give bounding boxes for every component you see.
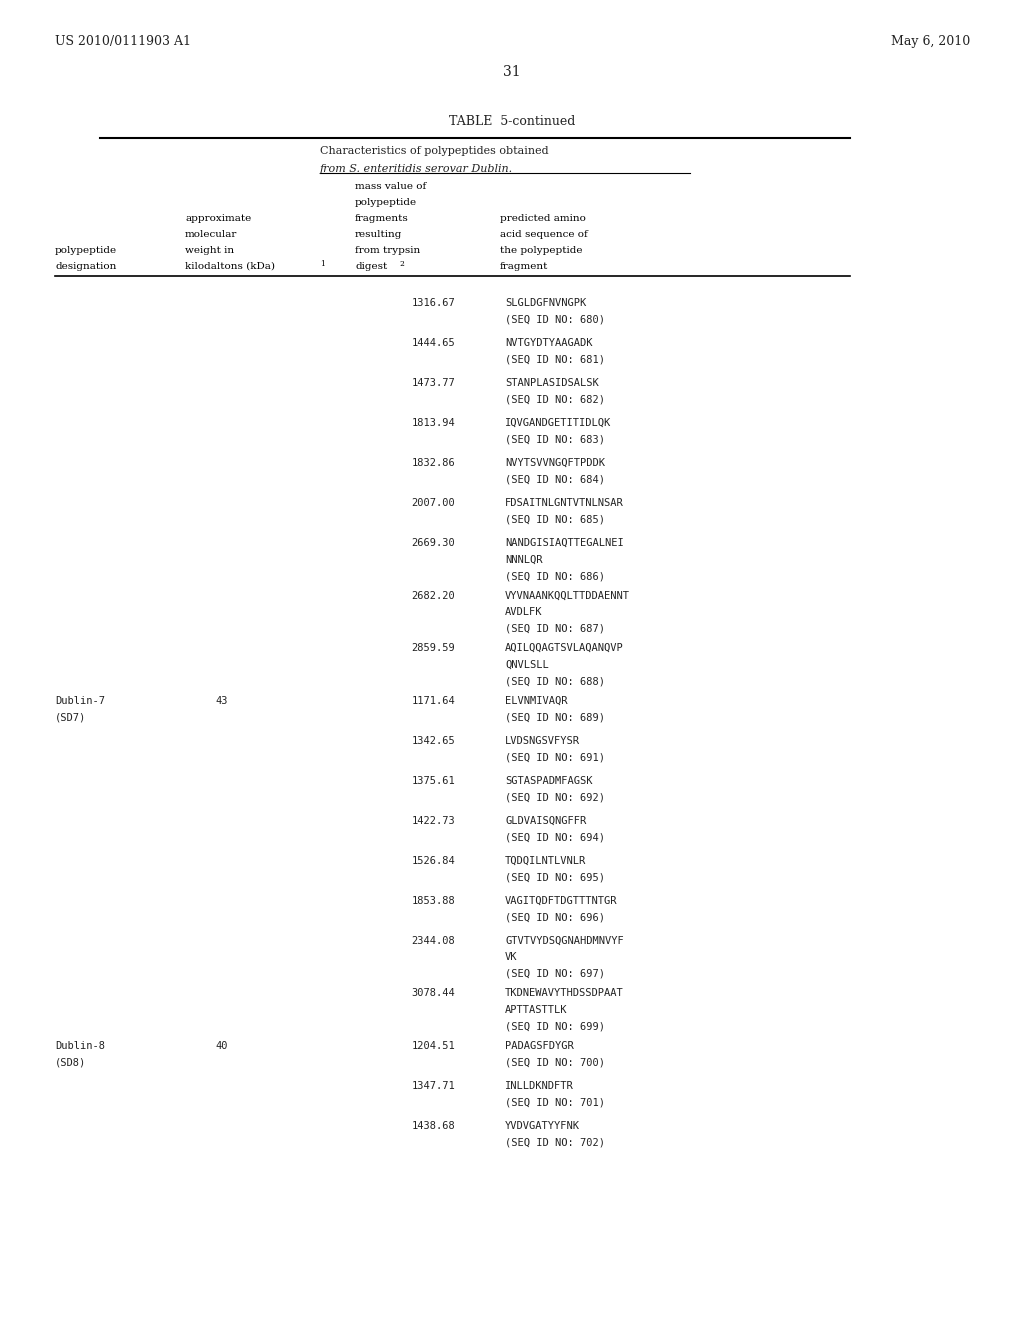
Text: NNNLQR: NNNLQR — [505, 554, 543, 565]
Text: (SEQ ID NO: 697): (SEQ ID NO: 697) — [505, 969, 605, 978]
Text: 1813.94: 1813.94 — [412, 418, 455, 428]
Text: IQVGANDGETITIDLQK: IQVGANDGETITIDLQK — [505, 418, 611, 428]
Text: 1316.67: 1316.67 — [412, 298, 455, 308]
Text: STANPLASIDSALSK: STANPLASIDSALSK — [505, 378, 599, 388]
Text: 1853.88: 1853.88 — [412, 895, 455, 906]
Text: AQILQQAGTSVLAQANQVP: AQILQQAGTSVLAQANQVP — [505, 643, 624, 653]
Text: NVYTSVVNGQFTPDDK: NVYTSVVNGQFTPDDK — [505, 458, 605, 469]
Text: GLDVAISQNGFFR: GLDVAISQNGFFR — [505, 816, 587, 825]
Text: (SEQ ID NO: 694): (SEQ ID NO: 694) — [505, 832, 605, 842]
Text: Characteristics of polypeptides obtained: Characteristics of polypeptides obtained — [319, 147, 549, 156]
Text: 2: 2 — [399, 260, 403, 268]
Text: polypeptide: polypeptide — [355, 198, 417, 207]
Text: 1171.64: 1171.64 — [412, 696, 455, 705]
Text: 1473.77: 1473.77 — [412, 378, 455, 388]
Text: (SD8): (SD8) — [55, 1057, 86, 1067]
Text: 3078.44: 3078.44 — [412, 987, 455, 998]
Text: kilodaltons (kDa): kilodaltons (kDa) — [185, 261, 275, 271]
Text: (SEQ ID NO: 691): (SEQ ID NO: 691) — [505, 752, 605, 762]
Text: 1: 1 — [319, 260, 325, 268]
Text: VAGITQDFTDGTTTNTGR: VAGITQDFTDGTTTNTGR — [505, 895, 617, 906]
Text: 1438.68: 1438.68 — [412, 1121, 455, 1130]
Text: (SEQ ID NO: 702): (SEQ ID NO: 702) — [505, 1137, 605, 1147]
Text: AVDLFK: AVDLFK — [505, 607, 543, 616]
Text: FDSAITNLGNTVTNLNSAR: FDSAITNLGNTVTNLNSAR — [505, 498, 624, 508]
Text: GTVTVYDSQGNAHDMNVYF: GTVTVYDSQGNAHDMNVYF — [505, 936, 624, 945]
Text: 1832.86: 1832.86 — [412, 458, 455, 469]
Text: the polypeptide: the polypeptide — [500, 246, 583, 255]
Text: (SEQ ID NO: 684): (SEQ ID NO: 684) — [505, 474, 605, 484]
Text: PADAGSFDYGR: PADAGSFDYGR — [505, 1040, 573, 1051]
Text: digest: digest — [355, 261, 387, 271]
Text: (SEQ ID NO: 701): (SEQ ID NO: 701) — [505, 1097, 605, 1107]
Text: US 2010/0111903 A1: US 2010/0111903 A1 — [55, 36, 191, 48]
Text: fragments: fragments — [355, 214, 409, 223]
Text: polypeptide: polypeptide — [55, 246, 117, 255]
Text: APTTASTTLK: APTTASTTLK — [505, 1005, 567, 1015]
Text: TKDNEWAVYTHDSSDPAAT: TKDNEWAVYTHDSSDPAAT — [505, 987, 624, 998]
Text: (SEQ ID NO: 689): (SEQ ID NO: 689) — [505, 711, 605, 722]
Text: 40: 40 — [215, 1040, 227, 1051]
Text: 1526.84: 1526.84 — [412, 855, 455, 866]
Text: 43: 43 — [215, 696, 227, 705]
Text: 2007.00: 2007.00 — [412, 498, 455, 508]
Text: YVDVGATYYFNK: YVDVGATYYFNK — [505, 1121, 580, 1130]
Text: (SEQ ID NO: 695): (SEQ ID NO: 695) — [505, 873, 605, 882]
Text: TABLE  5-continued: TABLE 5-continued — [449, 115, 575, 128]
Text: weight in: weight in — [185, 246, 234, 255]
Text: 1444.65: 1444.65 — [412, 338, 455, 348]
Text: NANDGISIAQTTEGALNEI: NANDGISIAQTTEGALNEI — [505, 539, 624, 548]
Text: QNVLSLL: QNVLSLL — [505, 660, 549, 669]
Text: 1347.71: 1347.71 — [412, 1081, 455, 1090]
Text: 31: 31 — [503, 65, 521, 79]
Text: TQDQILNTLVNLR: TQDQILNTLVNLR — [505, 855, 587, 866]
Text: fragment: fragment — [500, 261, 549, 271]
Text: VYVNAANKQQLTTDDAENNT: VYVNAANKQQLTTDDAENNT — [505, 590, 630, 601]
Text: 1422.73: 1422.73 — [412, 816, 455, 825]
Text: (SEQ ID NO: 692): (SEQ ID NO: 692) — [505, 792, 605, 803]
Text: 2344.08: 2344.08 — [412, 936, 455, 945]
Text: 2682.20: 2682.20 — [412, 590, 455, 601]
Text: Dublin-7: Dublin-7 — [55, 696, 105, 705]
Text: mass value of: mass value of — [355, 182, 426, 191]
Text: LVDSNGSVFYSR: LVDSNGSVFYSR — [505, 735, 580, 746]
Text: ELVNMIVAQR: ELVNMIVAQR — [505, 696, 567, 705]
Text: (SEQ ID NO: 696): (SEQ ID NO: 696) — [505, 912, 605, 921]
Text: from S. enteritidis serovar Dublin.: from S. enteritidis serovar Dublin. — [319, 164, 513, 174]
Text: designation: designation — [55, 261, 117, 271]
Text: 2669.30: 2669.30 — [412, 539, 455, 548]
Text: INLLDKNDFTR: INLLDKNDFTR — [505, 1081, 573, 1090]
Text: 1204.51: 1204.51 — [412, 1040, 455, 1051]
Text: (SEQ ID NO: 687): (SEQ ID NO: 687) — [505, 623, 605, 634]
Text: (SEQ ID NO: 682): (SEQ ID NO: 682) — [505, 395, 605, 404]
Text: SGTASPADMFAGSK: SGTASPADMFAGSK — [505, 776, 593, 785]
Text: 2859.59: 2859.59 — [412, 643, 455, 653]
Text: VK: VK — [505, 952, 517, 962]
Text: (SEQ ID NO: 700): (SEQ ID NO: 700) — [505, 1057, 605, 1067]
Text: acid sequence of: acid sequence of — [500, 230, 588, 239]
Text: (SEQ ID NO: 680): (SEQ ID NO: 680) — [505, 314, 605, 325]
Text: (SD7): (SD7) — [55, 711, 86, 722]
Text: approximate: approximate — [185, 214, 251, 223]
Text: predicted amino: predicted amino — [500, 214, 586, 223]
Text: SLGLDGFNVNGPK: SLGLDGFNVNGPK — [505, 298, 587, 308]
Text: (SEQ ID NO: 699): (SEQ ID NO: 699) — [505, 1020, 605, 1031]
Text: resulting: resulting — [355, 230, 402, 239]
Text: from trypsin: from trypsin — [355, 246, 420, 255]
Text: Dublin-8: Dublin-8 — [55, 1040, 105, 1051]
Text: (SEQ ID NO: 683): (SEQ ID NO: 683) — [505, 434, 605, 445]
Text: molecular: molecular — [185, 230, 238, 239]
Text: (SEQ ID NO: 686): (SEQ ID NO: 686) — [505, 572, 605, 581]
Text: 1342.65: 1342.65 — [412, 735, 455, 746]
Text: 1375.61: 1375.61 — [412, 776, 455, 785]
Text: May 6, 2010: May 6, 2010 — [891, 36, 970, 48]
Text: (SEQ ID NO: 681): (SEQ ID NO: 681) — [505, 355, 605, 364]
Text: NVTGYDTYAAGADK: NVTGYDTYAAGADK — [505, 338, 593, 348]
Text: (SEQ ID NO: 685): (SEQ ID NO: 685) — [505, 515, 605, 524]
Text: (SEQ ID NO: 688): (SEQ ID NO: 688) — [505, 676, 605, 686]
